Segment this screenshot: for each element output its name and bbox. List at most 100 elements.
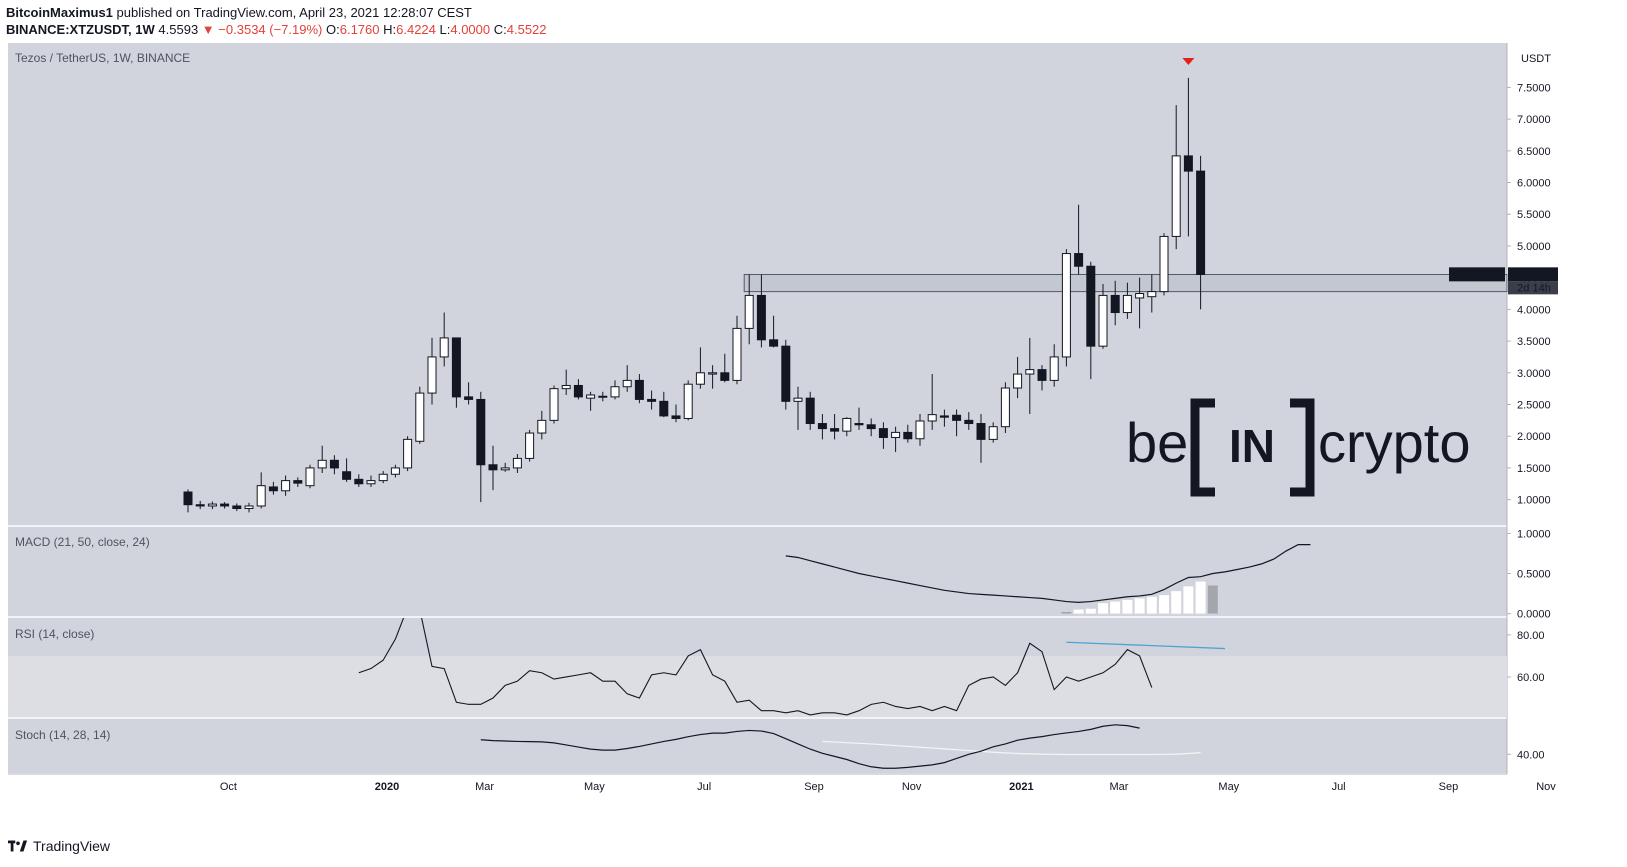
candle-body [1037, 369, 1047, 381]
candle-body [793, 397, 803, 402]
candle-body [756, 294, 766, 341]
candle [756, 274, 766, 348]
time-tick-label: Nov [1536, 781, 1556, 793]
tradingview-logo-icon [8, 840, 28, 852]
pane-bg-main [8, 43, 1507, 525]
candle-body [598, 395, 608, 398]
candle-body [512, 457, 522, 469]
price-tick-label: 1.0000 [1517, 495, 1551, 507]
candle-body [1183, 155, 1193, 172]
candle [1122, 282, 1132, 319]
time-tick-label: May [584, 781, 605, 793]
candle-body [720, 372, 730, 381]
candle [525, 429, 535, 462]
price-tick-label: 6.5000 [1517, 146, 1551, 158]
candle-body [659, 400, 669, 417]
candle [256, 472, 266, 509]
price-tick-label: 3.0000 [1517, 368, 1551, 380]
rsi-tick-label: 60.00 [1517, 672, 1545, 684]
candle-body [732, 327, 742, 381]
candle [232, 503, 242, 512]
price-change: −0.3534 (−7.19%) [218, 22, 323, 37]
support-resistance-zone [743, 273, 1508, 293]
candle-body [866, 424, 876, 430]
macd-histogram-bar [1134, 598, 1145, 614]
macd-pane-title: MACD (21, 50, close, 24) [15, 535, 150, 549]
candle-body [695, 372, 705, 385]
candle [671, 404, 681, 423]
candle-body [317, 459, 327, 469]
candle-body [1000, 387, 1010, 428]
candle [390, 464, 400, 478]
candle [683, 380, 693, 421]
candle [1147, 274, 1157, 313]
candle-body [476, 398, 486, 466]
macd-histogram-bar [1195, 581, 1206, 614]
candle-body [683, 383, 693, 419]
countdown-text: 2d 14h [1517, 282, 1551, 294]
pane-bg-stoch [8, 719, 1507, 773]
footer-brand[interactable]: TradingView [33, 838, 111, 854]
candle [647, 390, 657, 410]
candle [1171, 105, 1181, 250]
candle-body [378, 473, 388, 482]
macd-tick-label: 1.0000 [1517, 528, 1551, 540]
time-tick-label: Oct [220, 781, 237, 793]
watermark-crypto: crypto [1318, 411, 1471, 474]
candle-body [744, 294, 754, 329]
candle [842, 417, 852, 437]
candle-body [1025, 369, 1035, 375]
candle [1183, 77, 1193, 237]
high-label: H: [383, 22, 397, 37]
high-value: 6.4224 [396, 22, 436, 37]
candle-body [281, 480, 291, 492]
candle-body [195, 504, 205, 507]
candle [720, 353, 730, 383]
time-tick-label: 2020 [375, 781, 399, 793]
last-price-symbol-text: XTZUSDT [1452, 269, 1503, 281]
candle-body [647, 398, 657, 402]
candle [378, 471, 388, 484]
candle [622, 365, 632, 392]
candle [1013, 356, 1023, 399]
time-tick-label: Nov [902, 781, 922, 793]
candle [549, 385, 559, 424]
candle-body [1171, 155, 1181, 237]
stoch-tick-label: 40.00 [1517, 749, 1545, 761]
candle [1086, 261, 1096, 380]
macd-histogram-bar [1207, 585, 1218, 614]
candle [451, 337, 461, 408]
stoch-d-line [822, 740, 1201, 756]
candle [805, 391, 815, 430]
candle [1000, 382, 1010, 434]
candle [1135, 277, 1145, 329]
candle-body [817, 423, 827, 430]
sell-signal-marker-icon [1182, 58, 1195, 65]
candle [427, 337, 437, 405]
rsi-pane-title: RSI (14, close) [15, 627, 94, 641]
macd-histogram-bar [1110, 601, 1121, 614]
candle-body [561, 384, 571, 390]
price-unit-label: USDT [1521, 53, 1551, 65]
stoch-pane: Stoch (14, 28, 14) 40.00 [15, 724, 1545, 769]
candle-body [1159, 235, 1169, 293]
pane-bg-macd [8, 527, 1507, 616]
candle-body [488, 464, 498, 471]
macd-histogram-bar [1183, 586, 1194, 614]
candle [464, 382, 474, 405]
candle [415, 386, 425, 444]
candle-body [537, 419, 547, 434]
candle [598, 391, 608, 402]
open-label: O: [326, 22, 340, 37]
candle [183, 489, 193, 513]
candle [659, 391, 669, 418]
price-tick-label: 2.5000 [1517, 400, 1551, 412]
time-tick-label: Sep [1439, 781, 1459, 793]
price-tick-label: 3.5000 [1517, 336, 1551, 348]
author-name[interactable]: BitcoinMaximus1 [6, 5, 113, 20]
candle [732, 315, 742, 385]
candle [939, 409, 949, 427]
candle [915, 414, 925, 446]
publish-text: published on TradingView.com, April 23, … [116, 5, 472, 20]
